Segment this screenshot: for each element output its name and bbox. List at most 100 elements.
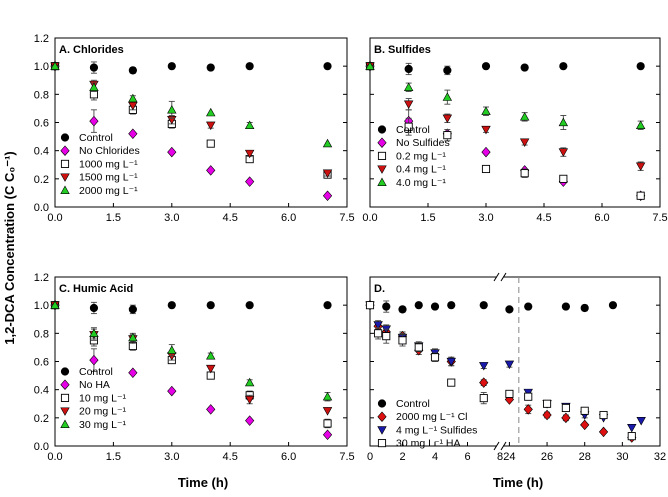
y-tick-label: 0.8: [34, 89, 49, 101]
legend-label: 30 mg L⁻¹ HA: [396, 438, 460, 450]
data-point: [635, 120, 646, 129]
data-point: [167, 146, 177, 158]
series: [50, 61, 332, 75]
x-tick-label: 3.0: [164, 451, 179, 463]
legend-label: 30 mg L⁻¹: [79, 419, 126, 431]
legend-label: 0.4 mg L⁻¹: [396, 164, 446, 176]
panel-a: 0.0 0.2 0.4 0.6 0.8 1.0 1.2 0.0 1.5 3.0 4.5 6.0 7.5 A…: [34, 33, 355, 224]
x-tick-label: 0: [367, 451, 373, 463]
x-tick-label: 1.5: [106, 451, 121, 463]
data-point: [542, 409, 552, 421]
data-point: [627, 432, 636, 441]
data-point: [128, 93, 138, 103]
data-point: [481, 164, 491, 174]
axis-break-mark: [500, 441, 507, 451]
data-point: [322, 138, 333, 148]
x-tick-label: 0.0: [47, 451, 62, 463]
data-point: [481, 106, 491, 115]
axis-break-gap: [497, 441, 503, 451]
data-point: [128, 367, 138, 379]
x-tick-label: 4.5: [536, 212, 551, 224]
x-tick-label: 24: [503, 451, 515, 463]
legend-marker: [377, 426, 387, 435]
x-tick-label: 7.5: [652, 212, 667, 224]
x-tick-label: 7.5: [339, 212, 354, 224]
data-point: [479, 362, 489, 371]
data-point: [128, 128, 138, 140]
data-point: [128, 305, 137, 314]
series: [50, 301, 332, 315]
data-point: [505, 389, 514, 398]
data-point: [206, 121, 216, 131]
data-point: [430, 302, 440, 311]
data-point: [89, 303, 99, 313]
x-tick-label: 3.0: [478, 212, 493, 224]
x-axis-label-left: Time (h): [178, 475, 228, 490]
legend-label: 20 mg L⁻¹: [79, 406, 126, 418]
data-point: [323, 301, 332, 310]
legend-label: 4 mg L⁻¹ Sulfides: [396, 424, 477, 436]
data-point: [479, 377, 489, 388]
legend-label: 2000 mg L⁻¹: [79, 185, 138, 197]
panel-title: C. Humic Acid: [59, 283, 133, 295]
data-point: [322, 169, 333, 179]
legend-marker: [377, 439, 387, 448]
data-point: [322, 429, 333, 440]
data-point: [322, 407, 333, 416]
y-tick-label: 0.2: [34, 174, 49, 186]
data-point: [373, 321, 383, 330]
data-point: [404, 122, 413, 131]
data-point: [128, 66, 137, 75]
legend-marker: [377, 411, 387, 422]
axis-break-mark: [493, 272, 500, 282]
series: [365, 300, 618, 314]
data-point: [414, 301, 423, 310]
data-point: [206, 165, 216, 176]
data-point: [559, 174, 568, 183]
x-tick-label: 6.0: [594, 212, 609, 224]
data-point: [580, 406, 589, 415]
legend-label: Control: [396, 124, 430, 136]
data-point: [414, 343, 423, 352]
y-tick-label: 0.2: [34, 413, 49, 425]
x-tick-label: 6.0: [281, 212, 296, 224]
data-point: [559, 62, 568, 71]
legend-marker: [60, 419, 70, 428]
data-point: [89, 328, 99, 337]
data-point: [524, 302, 533, 311]
data-point: [206, 364, 216, 374]
legend-marker: [60, 367, 70, 376]
data-point: [442, 92, 453, 101]
data-point: [167, 62, 176, 71]
legend-label: Control: [79, 366, 113, 378]
data-point: [206, 301, 215, 310]
data-point: [167, 301, 176, 310]
data-point: [519, 138, 530, 148]
data-point: [430, 353, 440, 362]
y-tick-label: 0.0: [34, 202, 49, 214]
data-point: [447, 301, 456, 310]
y-tick-label: 0.0: [34, 441, 49, 453]
x-axis-label-right: Time (h): [493, 475, 543, 490]
data-point: [167, 105, 177, 114]
data-point: [524, 392, 533, 401]
legend-label: 1500 mg L⁻¹: [79, 172, 138, 184]
x-tick-label: 1.5: [420, 212, 435, 224]
legend-label: 10 mg L⁻¹: [79, 392, 126, 404]
data-point: [403, 100, 414, 110]
data-point: [89, 63, 99, 72]
data-point: [481, 146, 491, 158]
data-point: [365, 301, 375, 310]
data-point: [244, 395, 255, 405]
data-point: [244, 149, 255, 159]
axis-break-gap: [497, 272, 503, 282]
data-point: [374, 329, 383, 338]
axis-break-mark: [500, 272, 507, 282]
y-tick-label: 1.0: [34, 300, 49, 312]
panel-title: D.: [374, 283, 385, 295]
legend-marker: [377, 151, 387, 160]
x-tick-label: 6: [464, 451, 470, 463]
data-point: [323, 419, 332, 428]
